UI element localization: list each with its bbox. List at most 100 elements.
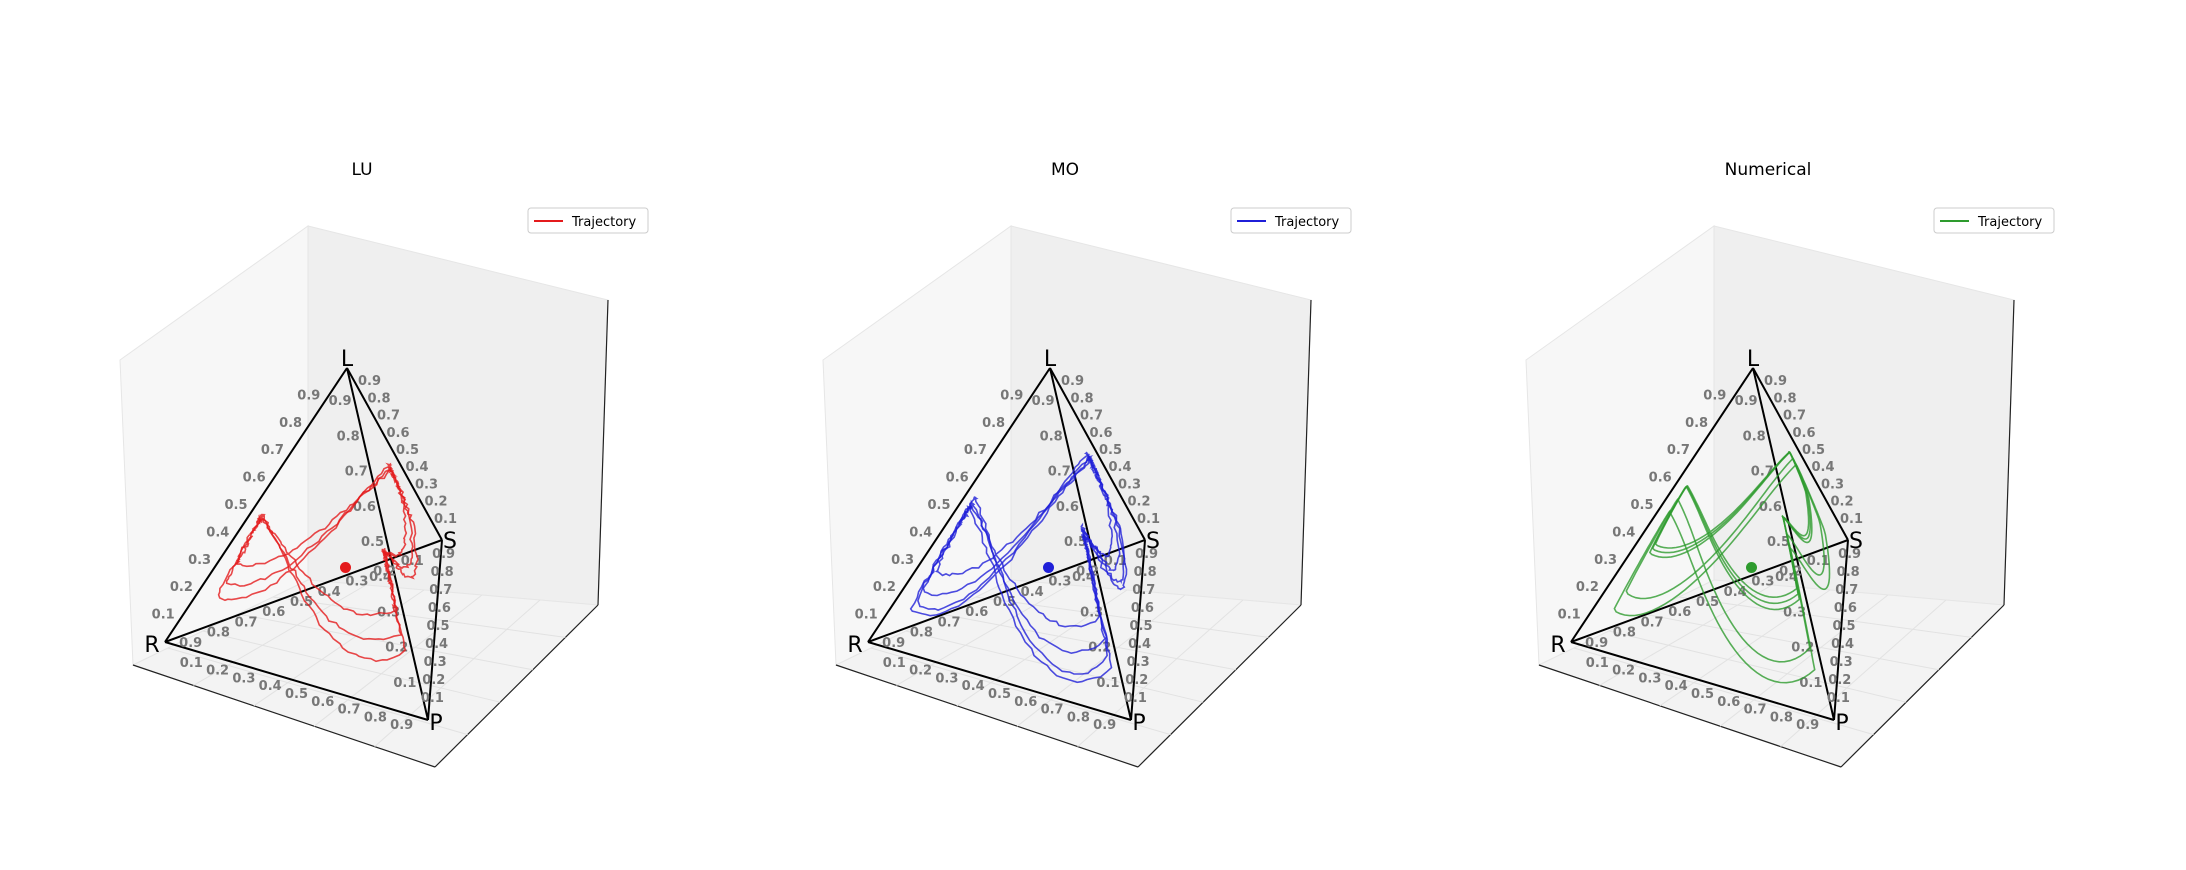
floor-grid-line	[1678, 596, 1972, 638]
trajectory-loop	[1613, 462, 1831, 684]
tick-label: 0.2	[424, 495, 447, 510]
tick-label: 0.3	[1127, 655, 1150, 670]
tick-label: 0.1	[1096, 676, 1119, 691]
tick-label: 0.7	[1641, 615, 1664, 630]
tick-label: 0.6	[243, 471, 266, 486]
tick-label: 0.3	[1594, 553, 1617, 568]
tick-label: 0.1	[1124, 691, 1147, 706]
trajectory-loop	[1625, 456, 1826, 663]
axis-x	[835, 664, 1139, 768]
edge-l-s	[1752, 367, 1849, 541]
tick-label: 0.9	[1000, 388, 1023, 403]
tick-label: 0.5	[988, 687, 1011, 702]
tick-label: 0.2	[206, 664, 229, 679]
tick-label: 0.4	[1775, 570, 1798, 585]
tick-label: 0.4	[1128, 637, 1151, 652]
edge-r-p	[1570, 641, 1835, 721]
pane-back	[307, 225, 609, 606]
tick-label: 0.2	[909, 664, 932, 679]
tick-label: 0.5	[290, 595, 313, 610]
tick-label: 0.6	[1717, 695, 1740, 710]
tick-label: 0.2	[1125, 673, 1148, 688]
legend: Trajectory	[1933, 207, 2055, 234]
tick-label: 0.6	[1089, 426, 1112, 441]
tick-label: 0.8	[1613, 626, 1636, 641]
tick-label: 0.6	[1649, 471, 1672, 486]
panel-lu: LUTrajectory0.10.20.30.40.50.60.70.80.90…	[119, 160, 649, 768]
tick-label: 0.8	[367, 391, 390, 406]
tick-label: 0.2	[422, 673, 445, 688]
vertex-label-p: P	[1835, 711, 1848, 736]
tick-label: 0.7	[1132, 583, 1155, 598]
tick-label: 0.9	[179, 636, 202, 651]
tick-label: 0.5	[1691, 687, 1714, 702]
tick-label: 0.6	[946, 471, 969, 486]
floor-grid-line	[896, 584, 1070, 686]
tick-label: 0.5	[1064, 535, 1087, 550]
vertex-label-s: S	[443, 529, 457, 554]
tick-label: 0.9	[1796, 718, 1819, 733]
trajectory-loop	[1648, 451, 1813, 611]
tick-label: 0.9	[1735, 394, 1758, 409]
tick-label: 0.9	[1061, 374, 1084, 389]
tick-label: 0.3	[935, 671, 958, 686]
edge-l-s	[346, 367, 443, 541]
trajectory-loop	[934, 458, 1114, 628]
tick-label: 0.5	[361, 535, 384, 550]
vertex-label-s: S	[1146, 529, 1160, 554]
tick-label: 0.3	[1638, 671, 1661, 686]
tick-label: 0.2	[170, 580, 193, 595]
tick-label: 0.4	[909, 525, 932, 540]
tick-label: 0.6	[965, 605, 988, 620]
edge-l-s	[1049, 367, 1146, 541]
floor-grid-line	[193, 584, 367, 686]
tick-label: 0.8	[1134, 565, 1157, 580]
tick-label: 0.3	[1821, 477, 1844, 492]
trajectory-loop	[217, 462, 419, 663]
vertex-label-p: P	[1132, 711, 1145, 736]
tick-label: 0.7	[429, 583, 452, 598]
tick-label: 0.8	[1070, 391, 1093, 406]
edge-r-p	[164, 641, 429, 721]
floor-grid-line	[870, 647, 1171, 736]
tick-label: 0.7	[938, 615, 961, 630]
axis-x	[132, 664, 436, 768]
tick-label: 0.5	[426, 619, 449, 634]
legend-label: Trajectory	[1274, 215, 1339, 230]
tick-label: 0.3	[232, 671, 255, 686]
tick-label: 0.4	[1665, 679, 1688, 694]
tick-label: 0.5	[1767, 535, 1790, 550]
vertex-label-l: L	[341, 347, 354, 372]
tick-label: 0.1	[421, 691, 444, 706]
tick-label: 0.4	[1612, 525, 1635, 540]
floor-grid-line	[1780, 599, 1947, 747]
floor-grid-line	[272, 596, 566, 638]
vertex-label-p: P	[429, 711, 442, 736]
equilibrium-point	[340, 562, 351, 573]
tick-label: 0.7	[1048, 465, 1071, 480]
edge-l-r	[1570, 367, 1754, 643]
tick-label: 0.1	[1586, 656, 1609, 671]
trajectory-loop	[1654, 451, 1810, 599]
floor-grid-line	[374, 599, 541, 747]
tick-label: 0.8	[207, 626, 230, 641]
axis-y	[1137, 604, 1302, 768]
trajectory-loop	[1651, 451, 1812, 605]
tick-label: 0.1	[1558, 608, 1581, 623]
tick-label: 0.2	[1779, 564, 1802, 579]
floor-grid-line	[1643, 613, 1939, 671]
tick-label: 0.5	[1832, 619, 1855, 634]
tick-label: 0.1	[1104, 554, 1127, 569]
tick-label: 0.5	[927, 498, 950, 513]
tick-label: 0.3	[1830, 655, 1853, 670]
tick-label: 0.9	[882, 636, 905, 651]
legend-box	[527, 207, 649, 234]
vertex-label-r: R	[847, 633, 862, 658]
pane-back	[1010, 225, 1312, 606]
axis-z	[597, 299, 609, 606]
vertex-label-l: L	[1044, 347, 1057, 372]
tick-label: 0.1	[180, 656, 203, 671]
tick-label: 0.3	[1751, 575, 1774, 590]
floor-grid-line	[1077, 599, 1244, 747]
tick-label: 0.9	[1703, 388, 1726, 403]
